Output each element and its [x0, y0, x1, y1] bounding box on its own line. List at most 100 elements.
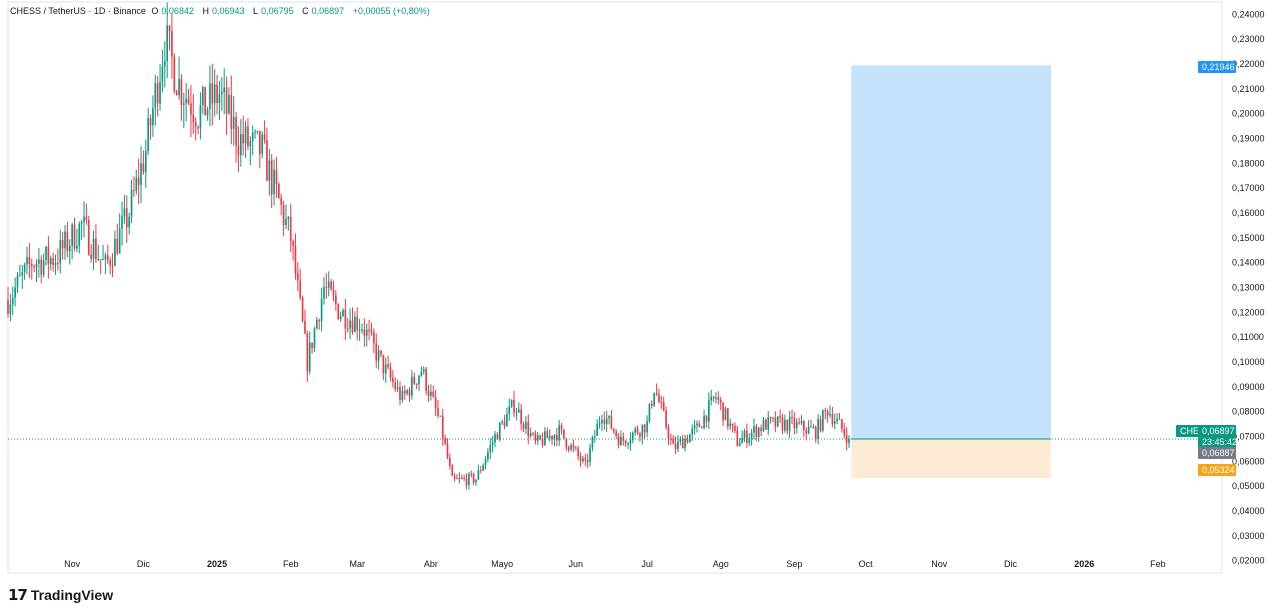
candle-body	[620, 436, 622, 446]
candle-body	[73, 224, 76, 249]
price-tick-label: 0,07000	[1232, 431, 1265, 441]
candle-body	[368, 329, 370, 331]
candle-body	[584, 458, 587, 461]
long-position-tool[interactable]	[851, 65, 1051, 479]
candle-body	[555, 434, 558, 441]
low-label: L	[253, 6, 259, 16]
price-axis[interactable]: 0,24000 0,23000 0,22000 0,21000 0,20000 0,190…	[1232, 9, 1265, 565]
candle-body	[563, 429, 565, 439]
candle-body	[289, 216, 292, 241]
candle-body	[833, 421, 836, 424]
candle-body	[370, 330, 373, 333]
candle-body	[551, 435, 553, 440]
candle-body	[494, 434, 496, 443]
candle-body	[251, 132, 254, 142]
candle-body	[803, 421, 805, 431]
candle-body	[263, 134, 266, 140]
candle-body	[705, 415, 708, 422]
candle-body	[54, 263, 57, 266]
candle-body	[59, 240, 62, 264]
candle-body	[244, 126, 247, 144]
candle-body	[166, 25, 169, 62]
candle-body	[437, 408, 439, 416]
candle-body	[496, 434, 499, 440]
candle-body	[415, 383, 418, 385]
profit-zone[interactable]	[851, 65, 1051, 440]
candle-body	[717, 397, 720, 400]
candle-body	[399, 387, 401, 400]
candle-body	[354, 316, 356, 333]
candle-body	[327, 281, 330, 288]
candle-body	[144, 151, 147, 173]
candle-body	[458, 477, 461, 479]
candle-body	[171, 31, 173, 57]
candle-body	[501, 421, 503, 423]
candle-body	[696, 423, 698, 426]
candle-body	[242, 134, 245, 144]
price-tick-label: 0,24000	[1232, 9, 1265, 19]
candle-body	[753, 426, 755, 433]
candle-body	[693, 425, 696, 429]
candle-body	[762, 419, 765, 432]
candle-body	[655, 392, 658, 395]
candle-body	[667, 427, 670, 439]
symbol-title[interactable]: CHESS / TetherUS · 1D · Binance	[10, 6, 146, 16]
candle-body	[213, 84, 216, 104]
candle-body	[344, 309, 347, 329]
candle-body	[28, 257, 31, 265]
candle-body	[475, 479, 477, 483]
candle-body	[204, 87, 207, 116]
candle-body	[49, 258, 52, 265]
candle-body	[40, 259, 43, 275]
candle-body	[786, 419, 789, 432]
candle-body	[574, 447, 577, 449]
candle-body	[636, 428, 639, 434]
candle-body	[209, 83, 211, 109]
candle-body	[85, 216, 88, 221]
candle-body	[149, 118, 152, 126]
candle-body	[784, 419, 786, 431]
time-tick-label: Dic	[1004, 559, 1017, 569]
candle-body	[817, 419, 819, 440]
candle-body	[746, 430, 748, 443]
candle-body	[182, 103, 185, 105]
candle-body	[76, 245, 78, 249]
candle-body	[691, 428, 694, 435]
candle-body	[449, 457, 451, 466]
candle-body	[498, 422, 501, 440]
candle-body	[130, 190, 133, 217]
candle-body	[406, 390, 408, 394]
candle-body	[472, 473, 475, 483]
candle-body	[643, 424, 646, 433]
candle-body	[99, 259, 102, 261]
candle-body	[111, 265, 114, 267]
time-tick-label: Mar	[349, 559, 365, 569]
candle-body	[646, 420, 648, 433]
candle-body	[482, 465, 484, 471]
candle-body	[560, 425, 563, 430]
price-tick-label: 0,23000	[1232, 34, 1265, 44]
time-axis[interactable]: Nov Dic 2025 Feb Mar Abr Mayo Jun Jul Ago Sep Oct No…	[64, 559, 1165, 569]
candle-body	[465, 478, 468, 486]
candle-body	[301, 297, 304, 321]
candle-body	[225, 87, 228, 114]
candle-body	[21, 272, 24, 276]
loss-zone[interactable]	[851, 439, 1051, 479]
tradingview-brand[interactable]: 17 TradingView	[8, 586, 113, 604]
candle-body	[109, 260, 111, 266]
candle-body	[254, 131, 256, 133]
candle-body	[190, 103, 192, 115]
price-tick-label: 0,09000	[1232, 382, 1265, 392]
candle-body	[339, 316, 342, 320]
candle-body	[629, 440, 632, 444]
candle-body	[116, 238, 119, 254]
price-tick-label: 0,10000	[1232, 357, 1265, 367]
time-tick-label: 2026	[1074, 559, 1094, 569]
candle-body	[760, 427, 762, 432]
candle-body	[831, 414, 834, 424]
candle-body	[805, 430, 808, 434]
candle-body	[273, 169, 275, 195]
price-tick-label: 0,21000	[1232, 84, 1265, 94]
last-price-badge: 0,06897	[1198, 425, 1236, 437]
